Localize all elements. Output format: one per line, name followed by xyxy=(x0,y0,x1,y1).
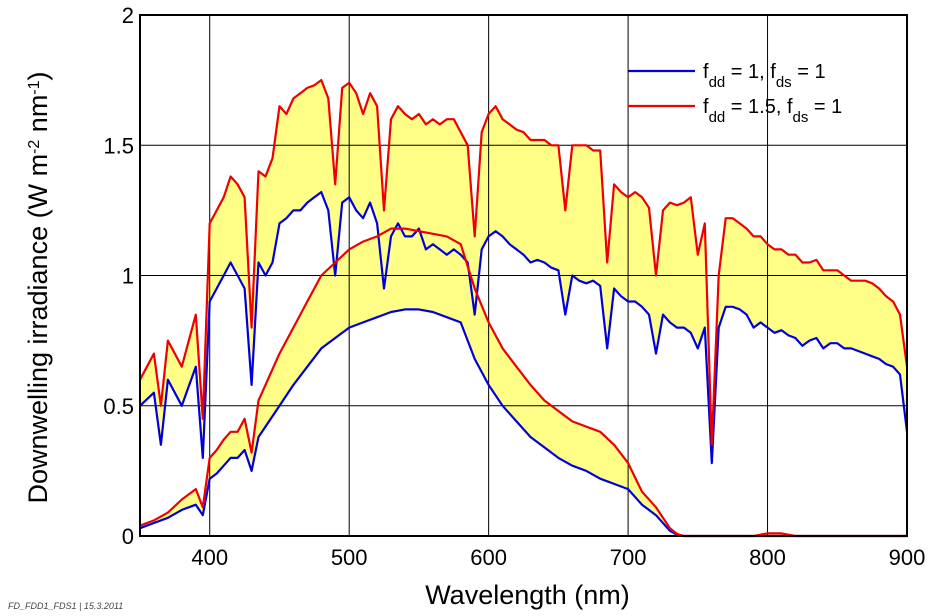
legend-text-part: f xyxy=(703,61,709,83)
legend-subscript: ds xyxy=(793,109,809,126)
legend-text-part: = 1 xyxy=(792,61,826,83)
band-fill xyxy=(140,228,907,536)
x-tick-label: 400 xyxy=(191,545,228,570)
y-axis-title: Downwelling irradiance (W m-2 nm-1) xyxy=(23,71,53,503)
series-line-1 xyxy=(139,191,909,465)
gridlines xyxy=(140,15,907,536)
legend-label-1: fdd = 1, fds = 1 xyxy=(703,61,826,91)
x-tick-label: 600 xyxy=(470,545,507,570)
series-line-2 xyxy=(139,79,909,446)
y-tick-label: 0 xyxy=(122,524,134,549)
x-tick-labels: 400 500 600 700 800 900 xyxy=(191,545,925,570)
y-title-part: nm xyxy=(23,95,53,140)
y-tick-label: 1.5 xyxy=(103,133,134,158)
footnote: FD_FDD1_FDS1 | 15.3.2011 xyxy=(8,601,124,611)
legend-subscript: ds xyxy=(776,74,792,91)
legend-text-part: = 1 xyxy=(808,96,842,118)
x-tick-label: 700 xyxy=(610,545,647,570)
legend-label-2: fdd = 1.5, fds = 1 xyxy=(703,96,842,126)
plot-frame xyxy=(139,14,908,537)
x-tick-label: 800 xyxy=(749,545,786,570)
legend-text-part: = 1.5, f xyxy=(725,96,793,118)
y-title-superscript: -2 xyxy=(26,140,43,154)
y-title-superscript: -1 xyxy=(26,80,43,94)
y-tick-label: 1 xyxy=(122,264,134,289)
y-tick-label: 2 xyxy=(122,3,134,28)
y-tick-label: 0.5 xyxy=(103,394,134,419)
y-title-part: ) xyxy=(23,71,53,80)
y-title-part: Downwelling irradiance (W m xyxy=(23,154,53,504)
legend-subscript: dd xyxy=(709,74,726,91)
legend-text-part: f xyxy=(703,96,709,118)
y-tick-labels: 0 0.5 1 1.5 2 xyxy=(103,3,134,549)
x-axis-title: Wavelength (nm) xyxy=(425,580,630,610)
legend-text-part: = 1, f xyxy=(725,61,776,83)
x-tick-label: 500 xyxy=(331,545,368,570)
legend-subscript: dd xyxy=(709,109,726,126)
x-tick-label: 900 xyxy=(889,545,926,570)
